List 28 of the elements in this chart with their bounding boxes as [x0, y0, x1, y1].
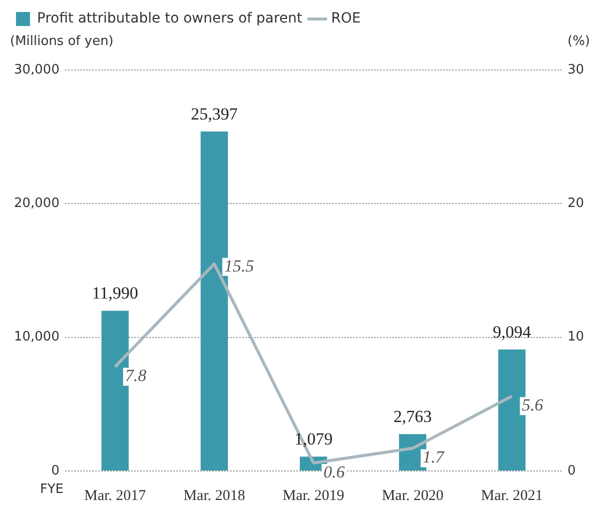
y-tick-label: 10,000 — [14, 330, 60, 345]
data-label: 7.8 — [125, 366, 147, 386]
data-label: 15.5 — [224, 256, 254, 276]
data-label: 11,990 — [92, 284, 138, 303]
y2-tick-label: 20 — [567, 196, 584, 212]
y2-tick-label: 0 — [567, 463, 576, 478]
legend-label: Profit attributable to owners of parent — [37, 10, 303, 27]
data-label: 2,763 — [394, 407, 432, 426]
y2-tick-label: 30 — [567, 62, 584, 78]
x-tick-label: Mar. 2021 — [481, 488, 543, 504]
x-tick-label: Mar. 2018 — [183, 488, 246, 504]
data-label: 0.6 — [323, 462, 346, 482]
data-label: 9,094 — [492, 322, 532, 342]
data-label: 1,079 — [294, 430, 333, 449]
legend-label: ROE — [331, 10, 361, 27]
x-tick-label: Mar. 2019 — [282, 488, 344, 504]
x-tick-label: Mar. 2017 — [84, 488, 146, 504]
data-label: 5.6 — [522, 396, 544, 415]
y2-axis-title: (%) — [568, 34, 590, 49]
y-tick-label: 30,000 — [14, 62, 60, 78]
y2-tick-label: 10 — [567, 330, 584, 345]
data-label: 25,397 — [190, 104, 238, 124]
y-tick-label: 20,000 — [14, 196, 60, 212]
y-axis-title: (Millions of yen) — [10, 34, 114, 49]
y-tick-label: 0 — [51, 463, 60, 478]
data-label: 1.7 — [422, 448, 446, 467]
x-axis-title: FYE — [40, 482, 64, 497]
x-tick-label: Mar. 2020 — [382, 488, 444, 504]
